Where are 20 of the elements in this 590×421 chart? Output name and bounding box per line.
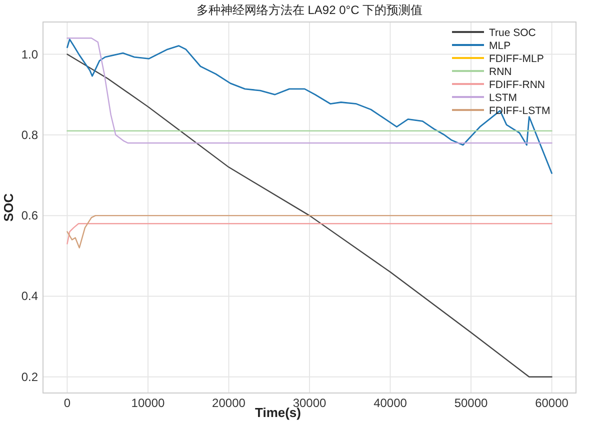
x-tick-label: 10000 xyxy=(131,396,165,410)
y-tick-label: 0.4 xyxy=(21,289,38,304)
y-tick-label: 0.2 xyxy=(21,370,38,384)
y-axis-title: SOC xyxy=(1,192,16,222)
x-tick-label: 50000 xyxy=(454,396,488,410)
y-tick-label: 0.8 xyxy=(21,128,38,142)
legend-label: RNN xyxy=(489,66,512,78)
x-tick-label: 0 xyxy=(64,396,71,410)
x-tick-label: 20000 xyxy=(212,396,246,410)
x-tick-label: 60000 xyxy=(535,396,569,410)
legend-label: MLP xyxy=(489,40,511,52)
y-tick-label: 0.6 xyxy=(21,208,38,223)
x-tick-label: 40000 xyxy=(374,396,408,410)
legend-label: LSTM xyxy=(489,92,518,104)
legend-label: FDIFF-RNN xyxy=(489,79,545,91)
chart-title: 多种神经网络方法在 LA92 0°C 下的预测值 xyxy=(196,3,423,17)
legend-label: FDIFF-LSTM xyxy=(489,105,550,117)
legend-label: True SOC xyxy=(489,27,536,39)
y-tick-label: 1.0 xyxy=(21,47,38,62)
legend-label: FDIFF-MLP xyxy=(489,53,544,65)
